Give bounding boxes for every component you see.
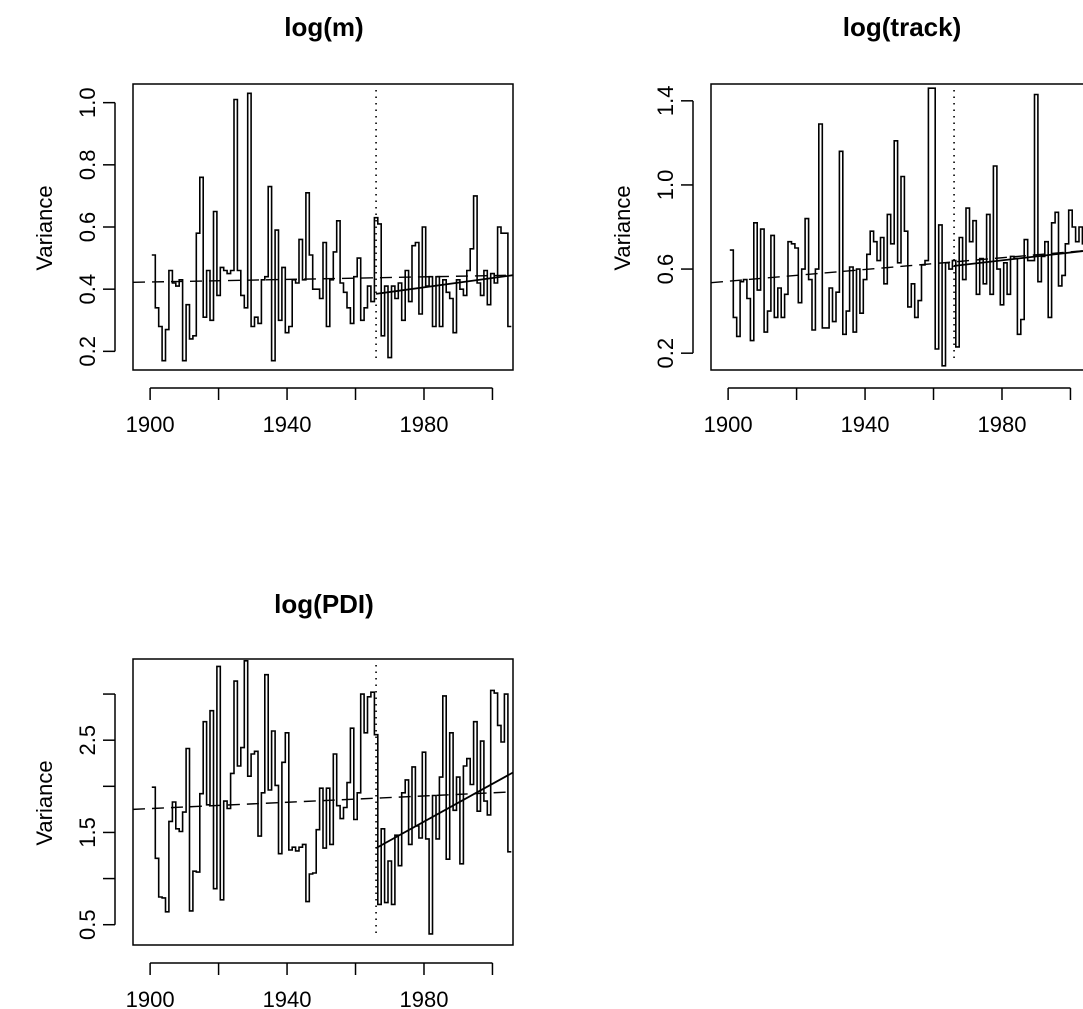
- plot-frame: [132, 83, 514, 371]
- y-tick-label: 0.2: [653, 338, 678, 369]
- x-axis: 1900 1940 1980: [126, 962, 494, 1009]
- x-tick-label: 1900: [704, 412, 753, 437]
- x-tick-label: 1980: [978, 412, 1027, 437]
- plot-frame: [132, 658, 514, 946]
- x-tick-label: 1940: [841, 412, 890, 437]
- x-tick-label: 1940: [263, 412, 312, 437]
- y-axis: 0.2 0.6 1.0 1.4: [653, 86, 694, 369]
- y-axis-label: Variance: [32, 760, 57, 845]
- y-tick-label: 0.6: [653, 254, 678, 285]
- overall-trend-line: [132, 791, 514, 811]
- x-axis: 1900 1940 1980: [126, 387, 494, 437]
- x-tick-label: 1900: [126, 412, 175, 437]
- y-tick-label: 1.0: [75, 87, 100, 118]
- y-axis: 0.2 0.4 0.6 0.8 1.0: [75, 87, 116, 367]
- y-axis-label: Variance: [32, 185, 57, 270]
- x-tick-label: 1940: [263, 987, 312, 1009]
- x-tick-label: 1900: [126, 987, 175, 1009]
- overall-trend-line: [132, 274, 514, 284]
- x-tick-label: 1980: [400, 412, 449, 437]
- variance-step-series: [151, 92, 512, 362]
- x-tick-label: 1980: [400, 987, 449, 1009]
- overall-trend-line: [710, 250, 1083, 284]
- y-tick-label: 0.2: [75, 336, 100, 367]
- y-tick-label: 1.4: [653, 86, 678, 117]
- chart-title: log(m): [284, 12, 363, 42]
- chart-title: log(PDI): [274, 589, 374, 619]
- x-axis: 1900 1940 1980: [704, 387, 1072, 437]
- series-lines: [132, 90, 514, 362]
- y-tick-label: 1.5: [75, 817, 100, 848]
- y-tick-label: 0.5: [75, 909, 100, 940]
- series-lines: [710, 87, 1083, 367]
- chart-title: log(track): [843, 12, 961, 42]
- post-break-trend-line: [375, 771, 514, 849]
- y-tick-label: 1.0: [653, 170, 678, 201]
- series-lines: [132, 660, 514, 935]
- panel-log-track: log(track) Variance 1900 1940 1980 0.2 0.6 1…: [610, 12, 1083, 437]
- y-tick-label: 2.5: [75, 725, 100, 756]
- y-tick-label: 0.6: [75, 212, 100, 243]
- y-axis-label: Variance: [610, 185, 635, 270]
- y-tick-label: 0.4: [75, 274, 100, 305]
- panel-log-pdi: log(PDI) Variance 1900 1940 1980 0.5 1.5 2.5: [32, 589, 514, 1009]
- variance-step-series: [729, 87, 1083, 367]
- variance-step-series: [151, 660, 512, 935]
- post-break-trend-line: [953, 250, 1083, 267]
- plot-frame: [710, 83, 1083, 371]
- y-tick-label: 0.8: [75, 150, 100, 181]
- panel-log-m: log(m) Variance 1900 1940 1980 0.20.40.60.…: [32, 12, 514, 437]
- post-break-trend-line: [375, 274, 514, 295]
- y-axis: 0.5 1.5 2.5: [75, 693, 116, 940]
